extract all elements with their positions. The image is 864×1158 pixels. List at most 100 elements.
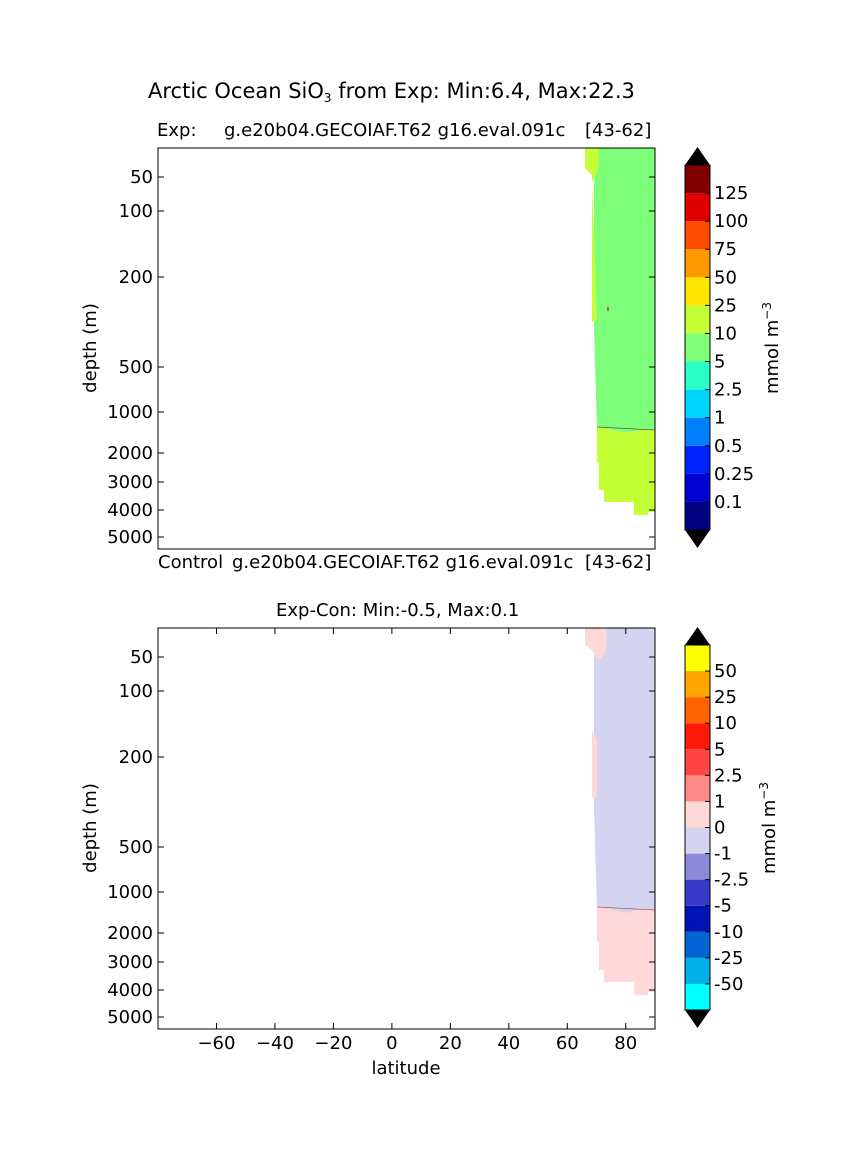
top-ylabel: depth (m) [80,303,101,393]
colorbar-tick-label: 5 [714,352,725,373]
colorbar-segment [685,221,710,250]
colorbar-tick-label: 10 [714,323,737,344]
colorbar-segment [685,853,710,880]
x-tick-label: −20 [314,1033,352,1054]
x-tick-label: 0 [386,1033,397,1054]
top-plot-background [158,148,655,549]
x-tick-label: −60 [197,1033,235,1054]
colorbar-tick-label: -2.5 [714,870,749,891]
bottom-contour [596,906,656,911]
control-years: [43-62] [585,552,652,573]
colorbar-arrow-max [685,627,710,645]
colorbar-tick-label: 50 [714,267,737,288]
colorbar-segment [685,361,710,390]
exp-years: [43-62] [585,120,652,141]
bottom-cbar-label-text: mmol m [759,800,780,874]
top-contour [596,426,656,431]
top-cbar-label-sup: −3 [760,302,774,320]
colorbar-segment [685,775,710,802]
x-tick-label: 60 [556,1033,579,1054]
colorbar-segment [685,333,710,362]
y-tick-label: 3000 [107,952,153,973]
exp-case-name: g.e20b04.GECOIAF.T62 g16.eval.091c [224,120,566,141]
colorbar-segment [685,983,710,1010]
bottom-field-0-1-surface [585,628,607,660]
title-text-rest: from Exp: Min:6.4, Max:22.3 [331,79,635,103]
colorbar-segment [685,723,710,750]
top-speck [607,307,609,311]
bottom-plot-background [158,628,655,1029]
colorbar-segment [685,501,710,530]
colorbar-tick-label: -10 [714,922,743,943]
figure-title: Arctic Ocean SiO3 from Exp: Min:6.4, Max… [148,79,635,105]
colorbar-segment [685,801,710,828]
colorbar-tick-label: 2.5 [714,380,743,401]
top-field-10-25-surface [585,148,599,322]
colorbar-segment [685,879,710,906]
colorbar-segment [685,697,710,724]
top-y-axis: 50 100 200 500 1000 2000 3000 4000 5000 [107,167,655,548]
colorbar-tick-label: 1 [714,791,725,812]
bottom-field-neg1-0 [594,628,655,913]
colorbar-tick-label: 5 [714,739,725,760]
colorbar-segment [685,957,710,984]
top-cbar-label: mmol m−3 [760,302,783,394]
top-colorbar: 0.1 0.25 0.5 1 2.5 5 10 25 50 75 100 125 [684,147,754,548]
bottom-x-axis: −60 −40 −20 0 20 40 60 80 [197,628,637,1054]
colorbar-segment [685,645,710,672]
colorbar-segment [685,445,710,474]
colorbar-segment [685,473,710,502]
colorbar-segment [685,277,710,306]
colorbar-segment [685,193,710,222]
colorbar-segment [685,827,710,854]
y-tick-label: 1000 [107,882,153,903]
y-tick-label: 100 [119,201,153,222]
x-tick-label: 20 [439,1033,462,1054]
colorbar-tick-label: -1 [714,844,732,865]
colorbar-segment [685,389,710,418]
colorbar-tick-label: -50 [714,974,743,995]
bottom-cbar-label-sup: −3 [757,782,771,800]
colorbar-segment [685,165,710,194]
y-tick-label: 4000 [107,500,153,521]
top-plot-frame [157,147,656,550]
colorbar-tick-label: 0.1 [714,492,743,513]
colorbar-tick-label: 50 [714,661,737,682]
colorbar-tick-label: 10 [714,713,737,734]
y-tick-label: 5000 [107,1007,153,1028]
colorbar-arrow-max [685,147,710,165]
colorbar-tick-label: 25 [714,295,737,316]
colorbar-segment [685,671,710,698]
y-tick-label: 50 [130,167,153,188]
y-tick-label: 200 [119,747,153,768]
x-tick-label: −40 [256,1033,294,1054]
y-tick-label: 2000 [107,923,153,944]
colorbar-segment [685,417,710,446]
control-label: Control [158,552,224,573]
colorbar-tick-label: -25 [714,948,743,969]
top-field-5-10 [594,148,655,433]
y-tick-label: 5000 [107,527,153,548]
y-tick-label: 500 [119,357,153,378]
y-tick-label: 4000 [107,980,153,1001]
y-tick-label: 2000 [107,443,153,464]
x-tick-label: 80 [614,1033,637,1054]
bottom-plot-frame [157,627,656,1030]
colorbar-tick-label: 1 [714,408,725,429]
colorbar-segment [685,931,710,958]
colorbar-tick-label: 2.5 [714,765,743,786]
bottom-ylabel: depth (m) [80,783,101,873]
control-case-name: g.e20b04.GECOIAF.T62 g16.eval.091c [232,552,574,573]
colorbar-tick-label: 75 [714,239,737,260]
colorbar-segment [685,905,710,932]
bottom-field-0-1-mid [592,730,597,798]
colorbar-segment [685,305,710,334]
colorbar-tick-label: -5 [714,896,732,917]
colorbar-tick-label: 0.25 [714,464,754,485]
colorbar-arrow-min [685,1010,710,1028]
colorbar-tick-label: 100 [714,211,748,232]
colorbar-arrow-min [685,530,710,548]
